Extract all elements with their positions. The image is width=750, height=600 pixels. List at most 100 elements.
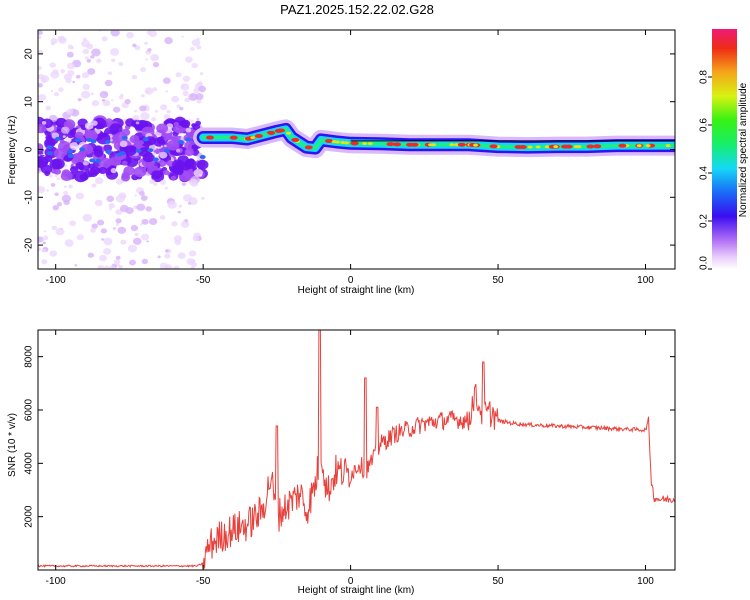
- noise-blob: [112, 106, 121, 113]
- ridge-hotspot: [544, 145, 550, 149]
- noise-blob: [148, 30, 157, 38]
- ridge-hotspot: [527, 145, 533, 149]
- noise-blob: [184, 97, 190, 103]
- noise-blob: [90, 227, 96, 233]
- noise-blob: [80, 90, 91, 99]
- noise-blob: [111, 58, 116, 63]
- noise-blob: [180, 119, 191, 128]
- x-tick-label: 100: [637, 576, 654, 587]
- noise-blob: [164, 37, 173, 45]
- noise-blob: [75, 192, 85, 200]
- noise-blob: [196, 99, 202, 104]
- ridge-hotspot: [561, 144, 570, 149]
- noise-blob: [38, 124, 47, 134]
- noise-blob: [159, 262, 168, 269]
- noise-blob: [82, 213, 92, 222]
- noise-blob: [140, 94, 145, 98]
- noise-blob: [94, 177, 104, 185]
- noise-blob: [162, 169, 170, 176]
- noise-blob: [110, 30, 120, 37]
- noise-blob: [148, 217, 158, 225]
- ridge-hotspot: [205, 135, 214, 140]
- noise-blob: [150, 54, 159, 62]
- noise-blob: [45, 105, 51, 111]
- noise-blob: [183, 194, 192, 202]
- noise-blob: [131, 120, 141, 128]
- x-tick-label: -100: [46, 576, 66, 587]
- noise-blob: [140, 233, 150, 241]
- noise-blob: [153, 137, 166, 147]
- noise-blob: [74, 131, 84, 139]
- noise-blob: [181, 84, 185, 88]
- ridge-hotspot: [514, 144, 523, 149]
- noise-blob: [147, 48, 152, 52]
- ridge-hotspot: [324, 138, 333, 143]
- ridge-hotspot: [285, 131, 291, 135]
- noise-blob: [185, 127, 192, 133]
- noise-blob: [90, 139, 97, 144]
- noise-blob: [53, 92, 59, 97]
- noise-blob: [122, 195, 127, 199]
- noise-blob: [46, 151, 53, 156]
- colorbar-tick-label: 0.6: [699, 118, 710, 132]
- noise-blob: [61, 126, 70, 134]
- ridge-hotspot: [618, 143, 627, 148]
- ridge-hotspot: [636, 144, 642, 148]
- noise-blob: [125, 156, 139, 168]
- colorbar-tick-label: 0.0: [699, 256, 710, 270]
- noise-blob: [42, 241, 46, 245]
- noise-blob: [166, 139, 180, 151]
- ridge-hotspot: [250, 136, 256, 140]
- noise-blob: [57, 35, 66, 43]
- noise-blob: [132, 43, 137, 48]
- noise-blob: [40, 164, 53, 174]
- noise-blob: [76, 151, 87, 160]
- noise-blob: [191, 144, 198, 150]
- noise-blob: [89, 158, 96, 163]
- noise-blob: [83, 162, 88, 166]
- spectrogram-y-axis-label: Frequency (Hz): [7, 116, 18, 185]
- noise-blob: [66, 137, 72, 143]
- noise-blob: [66, 62, 75, 70]
- x-tick-label: 0: [348, 275, 354, 286]
- noise-blob: [52, 204, 60, 211]
- noise-blob: [160, 104, 168, 111]
- noise-blob: [114, 259, 121, 265]
- noise-blob: [142, 137, 149, 142]
- ridge-hotspot: [367, 142, 373, 146]
- noise-blob: [38, 143, 44, 152]
- ridge-hotspot: [335, 140, 341, 144]
- noise-blob: [53, 168, 62, 175]
- noise-blob: [149, 179, 155, 185]
- y-tick-label: 4000: [24, 452, 35, 475]
- noise-blob: [79, 173, 89, 181]
- noise-blob: [63, 185, 67, 188]
- colorbar-gradient: [712, 29, 737, 269]
- noise-blob: [76, 234, 84, 241]
- noise-blob: [50, 42, 55, 46]
- noise-blob: [96, 219, 105, 226]
- noise-blob: [196, 118, 200, 121]
- noise-blob: [192, 123, 201, 131]
- noise-blob: [126, 31, 134, 39]
- noise-blob: [38, 83, 43, 88]
- noise-blob: [152, 87, 158, 92]
- noise-blob: [139, 191, 145, 196]
- noise-blob: [134, 109, 138, 113]
- noise-blob: [121, 135, 128, 140]
- noise-blob: [82, 48, 90, 55]
- noise-blob: [63, 199, 70, 206]
- noise-blob: [178, 140, 185, 145]
- noise-blob: [152, 62, 160, 68]
- noise-blob: [109, 208, 112, 211]
- noise-blob: [178, 128, 185, 133]
- snr-frame: [37, 329, 676, 571]
- x-tick-label: 50: [492, 576, 504, 587]
- noise-blob: [66, 108, 74, 115]
- x-tick-label: -50: [196, 275, 211, 286]
- noise-blob: [175, 148, 181, 153]
- ridge-hotspot: [454, 143, 460, 147]
- noise-blob: [109, 156, 122, 166]
